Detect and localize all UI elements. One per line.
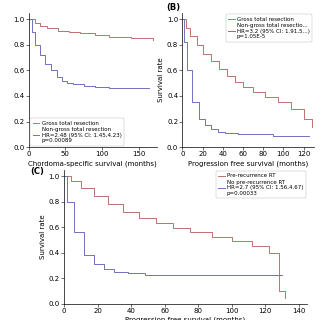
X-axis label: Progression free survival (months): Progression free survival (months): [125, 317, 246, 320]
Legend: Gross total resection, Non-gross total resection
HR=2.48 (95% CI: 1.45,4.23)
p=0: Gross total resection, Non-gross total r…: [30, 118, 124, 146]
Text: (B): (B): [167, 3, 181, 12]
X-axis label: Chordoma-specific survival (months): Chordoma-specific survival (months): [28, 160, 157, 167]
Y-axis label: Survival rate: Survival rate: [158, 58, 164, 102]
Legend: Gross total resection, Non-gross total resectio...
HR=3.2 (95% CI: 1.91,5...)
p=: Gross total resection, Non-gross total r…: [226, 14, 312, 42]
Text: (C): (C): [30, 167, 44, 176]
Y-axis label: Survival rate: Survival rate: [40, 214, 46, 259]
Legend: Pre-recurrence RT, No pre-recurrence RT
HR=2.7 (95% CI: 1.56,4.67)
p=0.00033: Pre-recurrence RT, No pre-recurrence RT …: [216, 171, 306, 198]
X-axis label: Progression free survival (months): Progression free survival (months): [188, 160, 308, 167]
